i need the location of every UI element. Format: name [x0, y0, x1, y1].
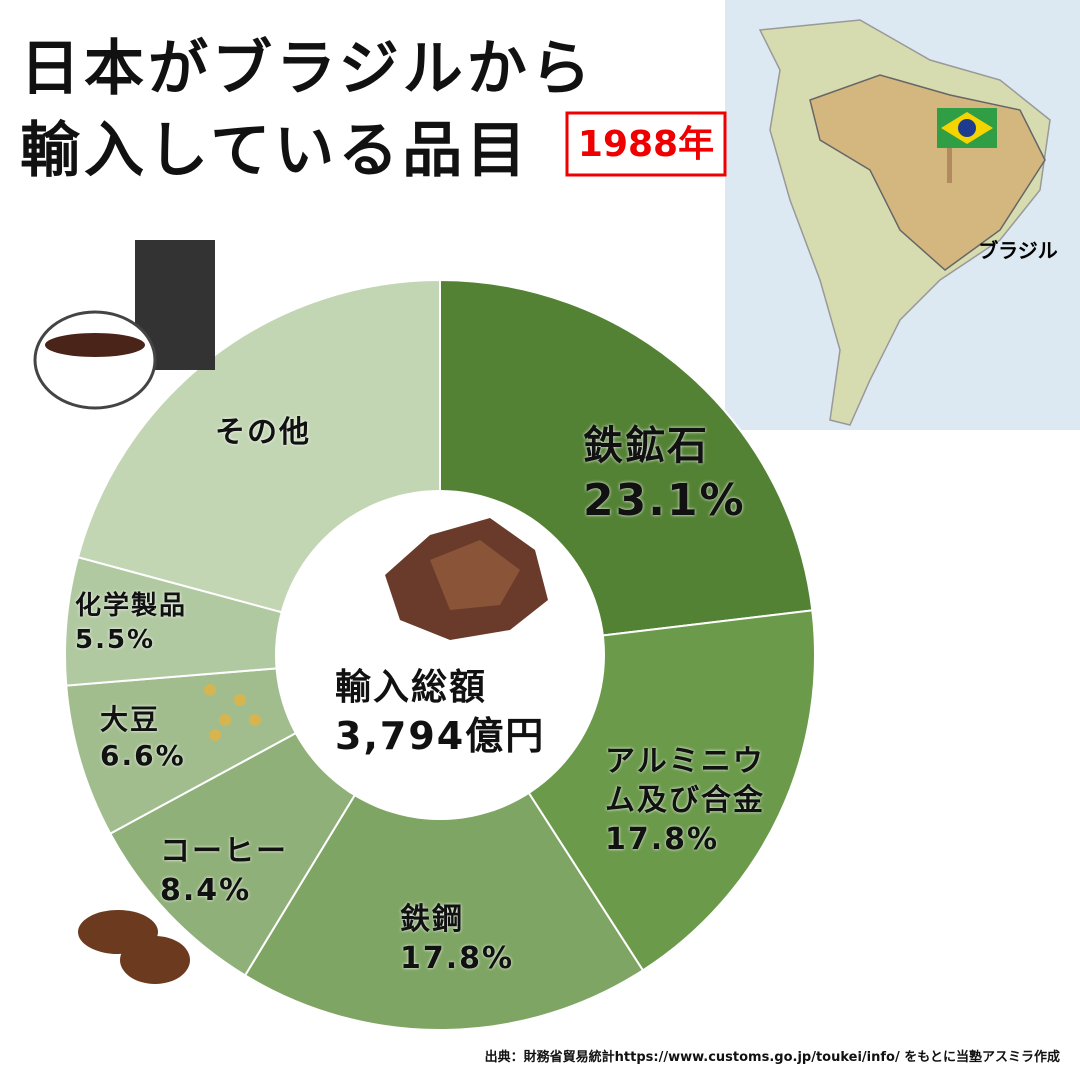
category: コーヒー: [160, 834, 288, 869]
slice-label: 鉄鉱石 23.1%: [583, 420, 883, 529]
map: [725, 0, 1080, 430]
value-label: 17.8%: [400, 941, 515, 976]
title-line: 輸入している品目: [20, 116, 531, 186]
slice-label: 化学製品 5.5%: [75, 590, 275, 658]
title-line: 日本がブラジルから: [20, 34, 595, 104]
slice-label: コーヒー 8.4%: [160, 832, 360, 910]
year-box: [565, 111, 727, 177]
category: 化学製品: [75, 591, 188, 621]
source: 出典：財務省貿易統計https://www.customs.go.jp/touk…: [484, 1050, 1060, 1065]
category: 大豆: [100, 703, 161, 736]
category: その他: [215, 415, 311, 450]
category: 鉄鋼: [400, 902, 464, 937]
value-label: 5.5%: [75, 624, 156, 655]
year: 1988年: [578, 124, 714, 165]
value-label: 17.8%: [605, 822, 720, 857]
total: 3,794億円: [335, 714, 546, 758]
slice-label: その他: [215, 413, 415, 452]
slice-label: アルミニウム及び合金 17.8%: [605, 742, 795, 859]
value-label: 8.4%: [160, 873, 252, 908]
category: 鉄鉱石: [583, 423, 709, 469]
coffee-icon: [33, 240, 215, 410]
category: アルミニウム及び合金: [605, 744, 765, 818]
beans-icon: [78, 684, 261, 984]
value-label: 23.1%: [583, 475, 746, 526]
slice-label: 鉄鋼 17.8%: [400, 900, 600, 978]
ore-icon: [385, 518, 548, 640]
slice: [243, 653, 645, 1031]
map-label: ブラジル: [978, 239, 1058, 263]
center-label: 輸入総額: [335, 667, 488, 708]
slice-label: 大豆 6.6%: [100, 702, 250, 775]
value-label: 6.6%: [100, 739, 186, 773]
